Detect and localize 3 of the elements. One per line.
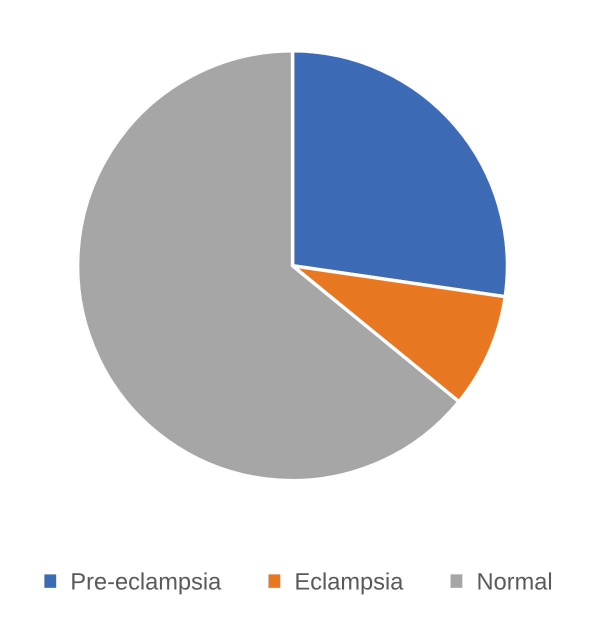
legend-label: Pre-eclampsia <box>72 572 222 594</box>
legend-label: Normal <box>478 572 552 590</box>
legend-label: Eclampsia <box>296 572 404 594</box>
